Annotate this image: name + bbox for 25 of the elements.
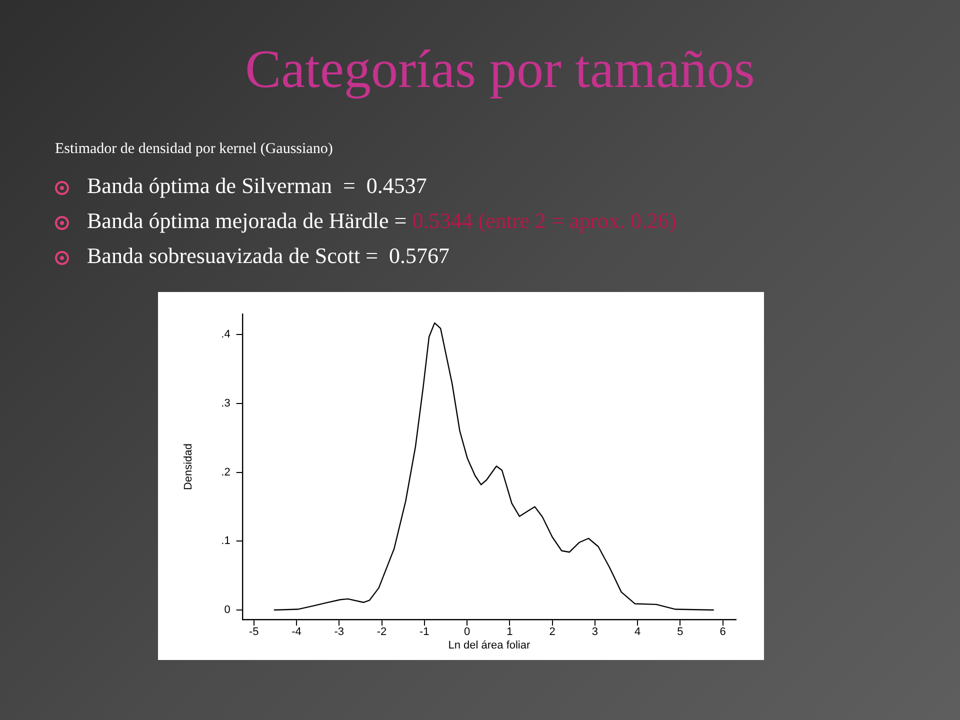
text: Banda óptima mejorada de Härdle = xyxy=(87,208,407,233)
x-tick-label: 0 xyxy=(464,626,470,638)
text: Banda sobresuavizada de Scott = 0.5767 xyxy=(87,243,450,268)
chart-subtitle: Estimador de densidad por kernel (Gaussiano) xyxy=(55,141,333,158)
y-tick-label: .4 xyxy=(221,328,230,341)
x-tick-label: 2 xyxy=(549,626,556,638)
x-axis-title: Ln del área foliar xyxy=(448,639,530,652)
x-tick-label: 6 xyxy=(720,626,726,638)
y-tick-label: .2 xyxy=(221,466,230,478)
x-tick-label: -5 xyxy=(248,626,259,638)
text: Banda óptima de Silverman = 0.4537 xyxy=(87,173,427,198)
y-axis-title: Densidad xyxy=(182,444,195,490)
x-tick-label: 3 xyxy=(592,626,598,638)
x-tick-label: -3 xyxy=(334,626,344,638)
x-tick-label: -2 xyxy=(376,626,387,638)
x-tick-label: -4 xyxy=(292,626,302,638)
y-tick-label: .1 xyxy=(221,535,230,548)
text: 0.5344 (entre 2 = aprox. 0.26) xyxy=(412,208,676,233)
y-tick-label: .3 xyxy=(221,398,230,410)
x-tick-label: 5 xyxy=(677,626,684,638)
x-tick-label: 4 xyxy=(634,626,641,638)
chart-title: Categorías por tamaños xyxy=(244,38,756,100)
x-tick-label: 1 xyxy=(506,626,513,638)
x-tick-label: -1 xyxy=(420,626,430,638)
y-tick-label: 0 xyxy=(224,604,230,616)
